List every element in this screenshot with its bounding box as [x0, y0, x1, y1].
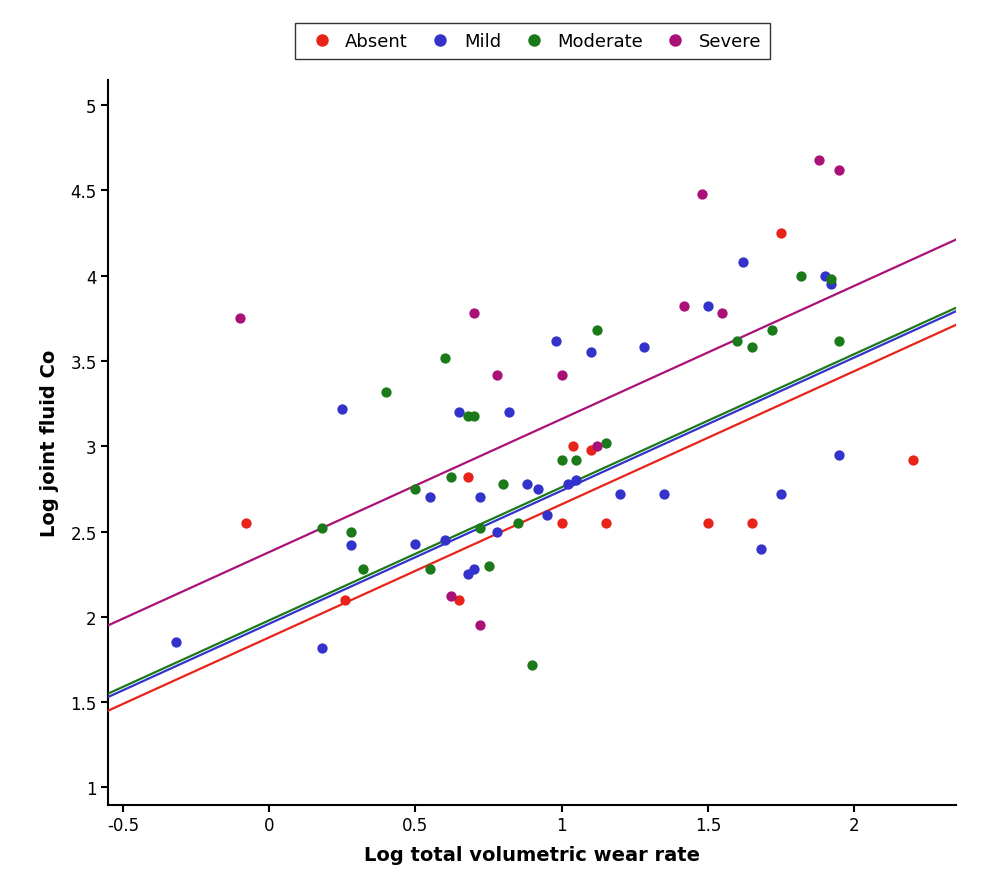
Point	[466, 307, 482, 321]
Point	[355, 562, 371, 577]
Point	[443, 589, 458, 603]
Point	[452, 593, 467, 607]
Point	[530, 482, 546, 496]
Point	[548, 334, 564, 349]
Point	[560, 477, 576, 492]
Point	[794, 269, 810, 283]
Point	[422, 491, 438, 505]
Point	[337, 593, 353, 607]
Point	[831, 164, 847, 178]
Point	[743, 517, 759, 531]
Y-axis label: Log joint fluid Co: Log joint fluid Co	[40, 349, 59, 536]
Point	[510, 517, 526, 531]
Legend: Absent, Mild, Moderate, Severe: Absent, Mild, Moderate, Severe	[295, 24, 770, 60]
Point	[636, 341, 652, 355]
Point	[905, 453, 921, 468]
Point	[314, 641, 329, 655]
Point	[437, 534, 453, 548]
Point	[489, 525, 505, 539]
Point	[612, 487, 628, 502]
Point	[472, 521, 488, 536]
Point	[598, 517, 613, 531]
Point	[343, 525, 359, 539]
Point	[822, 273, 838, 287]
Point	[583, 443, 599, 458]
Point	[314, 521, 329, 536]
Point	[407, 482, 423, 496]
Point	[817, 269, 833, 283]
Point	[730, 334, 745, 349]
Point	[811, 154, 827, 168]
Point	[495, 477, 511, 492]
Point	[232, 312, 247, 326]
Point	[694, 188, 710, 202]
Point	[443, 470, 458, 485]
Point	[238, 517, 253, 531]
Point	[489, 368, 505, 383]
Point	[566, 440, 582, 454]
Point	[422, 562, 438, 577]
Point	[539, 508, 555, 522]
Point	[822, 278, 838, 292]
Point	[831, 334, 847, 349]
X-axis label: Log total volumetric wear rate: Log total volumetric wear rate	[365, 846, 700, 864]
Point	[831, 448, 847, 462]
Point	[598, 436, 613, 451]
Point	[525, 658, 540, 672]
Point	[452, 406, 467, 420]
Point	[554, 517, 570, 531]
Point	[466, 562, 482, 577]
Point	[437, 351, 453, 366]
Point	[700, 517, 716, 531]
Point	[656, 487, 671, 502]
Point	[752, 542, 768, 556]
Point	[472, 491, 488, 505]
Point	[715, 307, 731, 321]
Point	[589, 440, 604, 454]
Point	[764, 324, 780, 338]
Point	[583, 346, 599, 360]
Point	[676, 299, 692, 314]
Point	[379, 385, 394, 400]
Point	[466, 409, 482, 423]
Point	[460, 470, 476, 485]
Point	[589, 324, 604, 338]
Point	[407, 536, 423, 551]
Point	[554, 368, 570, 383]
Point	[773, 487, 789, 502]
Point	[460, 568, 476, 582]
Point	[334, 402, 350, 417]
Point	[568, 453, 584, 468]
Point	[501, 406, 517, 420]
Point	[472, 619, 488, 633]
Point	[554, 453, 570, 468]
Point	[343, 538, 359, 552]
Point	[743, 341, 759, 355]
Point	[700, 299, 716, 314]
Point	[481, 559, 497, 573]
Point	[460, 409, 476, 423]
Point	[736, 256, 751, 270]
Point	[519, 477, 534, 492]
Point	[568, 474, 584, 488]
Point	[168, 636, 183, 650]
Point	[773, 227, 789, 241]
